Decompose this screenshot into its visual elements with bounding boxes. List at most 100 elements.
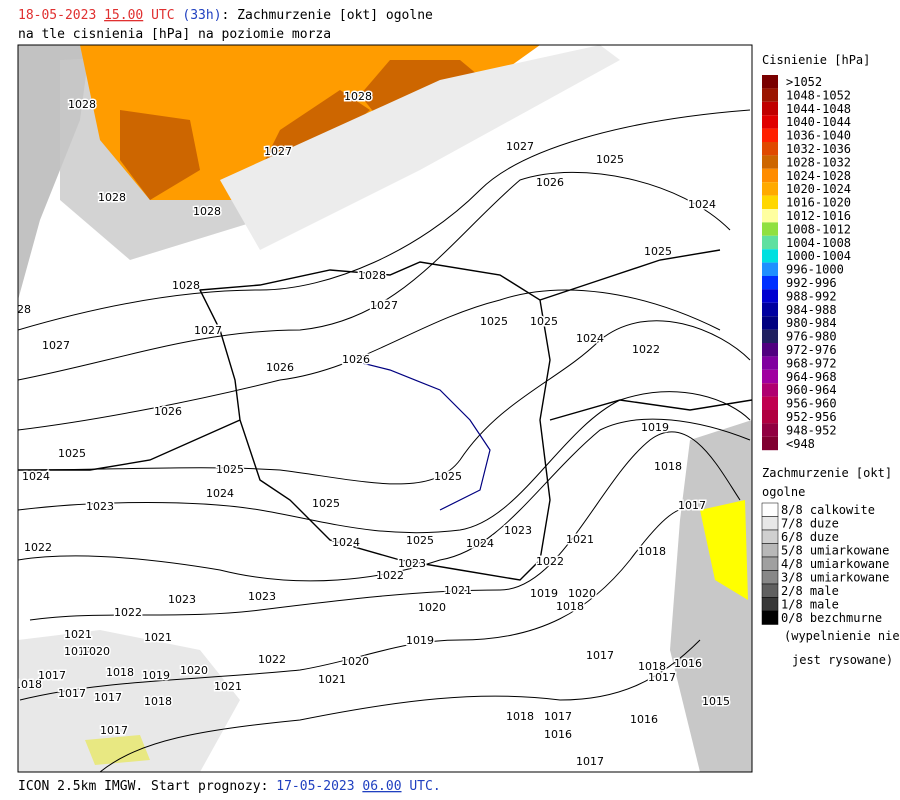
isobar-label: 1025 [434,470,462,483]
isobar-label: 1023 [248,590,276,603]
isobar-label: 1017 [648,671,676,684]
legend-label: 992-996 [786,276,837,290]
isobar-label: 1024 [22,470,50,483]
isobar-label: 1022 [258,653,286,666]
legend-label: 7/8 duze [781,517,839,531]
legend-swatch [762,128,778,142]
legend-label: 1008-1012 [786,222,851,236]
legend-swatch [762,115,778,129]
forecast-hour: 15.00 [104,8,143,23]
isobar-label: 1020 [568,587,596,600]
isobar-label: 1022 [536,555,564,568]
header-line1: 18-05-2023 15.00 UTC (33h): Zachmurzenie… [18,8,433,23]
isobar-label: 1021 [144,631,172,644]
footer: ICON 2.5km IMGW. Start prognozy: 17-05-2… [18,779,441,794]
legend-swatch [762,369,778,384]
legend-swatch [762,142,778,156]
legend-label: >1052 [786,75,822,89]
lead-time: (33h) [182,8,221,23]
legend-swatch [762,168,778,183]
legend-label: 2/8 male [781,584,839,598]
footer-prefix: ICON 2.5km IMGW. Start prognozy: [18,779,276,794]
legend-label: 1024-1028 [786,169,851,183]
pressure-legend: >10521048-10521044-10481040-10441036-104… [762,75,851,451]
isobar-label: 1015 [702,695,730,708]
legend-label: 1/8 male [781,598,839,612]
legend-label: 980-984 [786,316,837,330]
legend-swatch [762,329,778,343]
isobar-label: 1025 [312,497,340,510]
isobar-label: 1027 [42,339,70,352]
isobar-label: 1018 [14,678,42,691]
legend-label: 956-960 [786,397,837,411]
legend-swatch [762,410,778,424]
legend-label: 1016-1020 [786,196,851,210]
isobar-label: 1017 [94,691,122,704]
isobar-label: 1021 [64,628,92,641]
legend-swatch [761,502,779,517]
legend-label: 1028-1032 [786,155,851,169]
start-hour: 06.00 [362,779,401,794]
legend-swatch [762,289,778,303]
legend-swatch [762,75,778,89]
high-pressure-core [120,110,200,200]
isobar-label: 1025 [406,534,434,547]
isobar-label: 1017 [38,669,66,682]
isobar-label: 1025 [644,245,672,258]
legend-swatch [761,583,779,598]
legend-label: 1044-1048 [786,102,851,116]
isobar-label: 1024 [206,487,234,500]
isobar-label: 1028 [344,90,372,103]
legend-swatch [762,343,778,357]
isobar-label: 1019 [64,645,92,658]
isobar-label: 1023 [168,593,196,606]
legend-label: 3/8 umiarkowane [781,571,889,585]
legend-label: 976-980 [786,330,837,344]
isobar-label: 1024 [688,198,716,211]
isobar-label: 1021 [566,533,594,546]
legend-label: 6/8 duze [781,530,839,544]
cloud-band [220,45,620,250]
cloud-legend-subtitle: ogolne [762,485,805,499]
isobar-label: 28 [17,303,31,316]
legend-label: 1036-1040 [786,129,851,143]
legend-label: 1040-1044 [786,115,851,129]
isobar-label: 1021 [214,680,242,693]
isobar-label: 1021 [318,673,346,686]
isobar-label: 1018 [638,660,666,673]
legend-swatch [762,222,778,236]
legend-swatch [761,556,779,571]
legend-label: 972-976 [786,343,837,357]
isobar-label: 1017 [58,687,86,700]
low-pressure-area [700,500,748,600]
header-line2: na tle cisnienia [hPa] na poziomie morza [18,27,331,42]
legend-swatch [762,262,778,276]
isobars [18,109,751,772]
legend-label: 984-988 [786,303,837,317]
legend-swatch [762,235,778,250]
isobar-label: 1025 [530,315,558,328]
legend-label: 4/8 umiarkowane [781,557,889,571]
isobar-label: 1023 [504,524,532,537]
isobar-label: 1017 [544,710,572,723]
legend-label: 1004-1008 [786,236,851,250]
legend-swatch [762,356,778,370]
isobar-label: 1024 [332,536,360,549]
isobar-label: 1026 [154,405,182,418]
utc: UTC [151,8,174,23]
isobar-label: 1027 [194,324,222,337]
legend-swatch [762,396,778,410]
isobar-label: 1025 [596,153,624,166]
legend-label: 952-956 [786,410,837,424]
pressure-legend-title: Cisnienie [hPa] [762,53,870,67]
legend-label: 968-972 [786,356,837,370]
legend-swatch [761,570,779,585]
isobar-label: 1022 [114,606,142,619]
isobar-label: 1028 [193,205,221,218]
legend-label: 5/8 umiarkowane [781,544,889,558]
legend-swatch [762,155,778,169]
isobar-label: 1018 [506,710,534,723]
forecast-date: 18-05-2023 [18,8,96,23]
legend-label: 1020-1024 [786,182,851,196]
legend-swatch [762,88,778,102]
